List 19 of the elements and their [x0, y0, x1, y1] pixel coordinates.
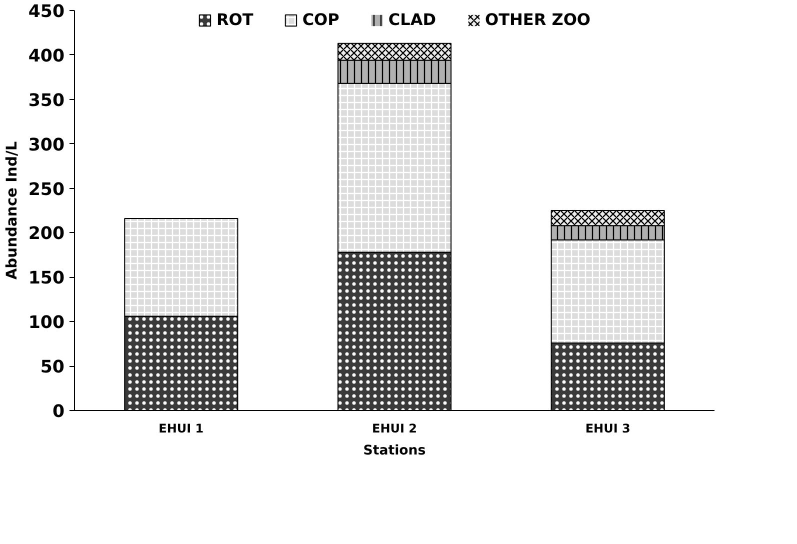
legend-label: COP [302, 10, 340, 29]
y-tick-label: 50 [40, 358, 65, 378]
legend-label: ROT [216, 10, 254, 29]
y-tick-label: 200 [28, 224, 64, 244]
y-tick-label: 450 [28, 2, 64, 22]
y-tick-label: 150 [28, 268, 64, 289]
legend-label: CLAD [388, 10, 436, 29]
x-tick-label: EHUI 2 [372, 422, 417, 436]
legend-label: OTHER ZOO [485, 10, 591, 29]
y-tick-label: 400 [28, 46, 64, 66]
y-tick-label: 100 [28, 313, 64, 334]
y-tick-label: 0 [52, 402, 65, 422]
y-axis-title: Abundance Ind/L [3, 141, 20, 280]
x-axis-title: Stations [363, 444, 426, 458]
y-tick-label: 350 [28, 90, 64, 111]
x-tick-label: EHUI 3 [585, 422, 630, 436]
x-tick-label: EHUI 1 [158, 422, 204, 436]
y-tick-label: 250 [28, 180, 64, 200]
y-tick-label: 300 [28, 135, 64, 156]
